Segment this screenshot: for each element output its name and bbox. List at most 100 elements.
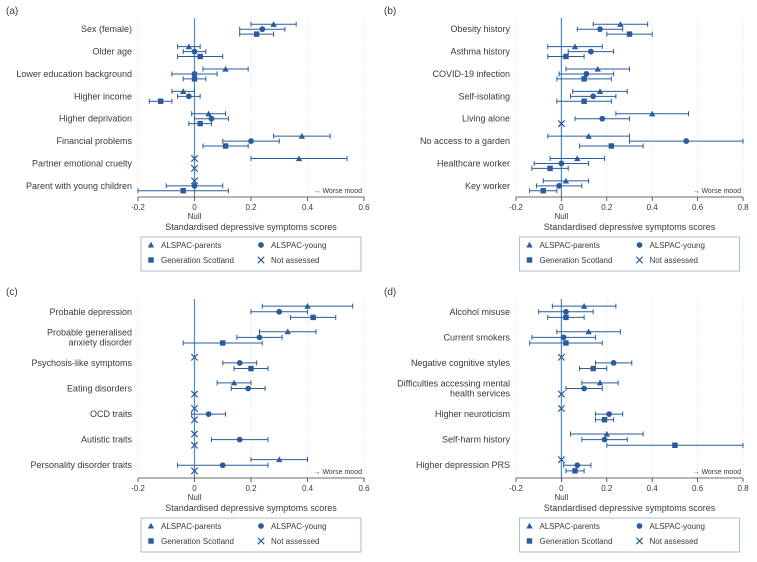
marker-square (581, 76, 586, 81)
legend-label: Not assessed (271, 537, 319, 546)
marker-circle (602, 437, 608, 443)
x-axis-title: Standardised depressive symptoms scores (544, 503, 716, 513)
marker-square (220, 340, 225, 345)
category-label: Obesity history (450, 24, 510, 34)
category-label: Financial problems (56, 136, 132, 146)
panel-letter: (b) (384, 6, 396, 17)
legend-label: ALSPAC-young (650, 522, 705, 531)
marker-circle (237, 360, 243, 366)
marker-square (180, 188, 185, 193)
marker-circle (599, 116, 605, 122)
worse-mood-annotation: → Worse mood (313, 188, 362, 195)
x-axis-title: Standardised depressive symptoms scores (165, 503, 337, 513)
legend-label: Not assessed (271, 256, 319, 265)
category-label: anxiety disorder (68, 337, 132, 347)
category-label: Probable depression (49, 307, 132, 317)
x-tick-label: -0.2 (131, 203, 145, 212)
marker-square (192, 76, 197, 81)
marker-circle (192, 183, 198, 189)
marker-square (609, 143, 614, 148)
panel-d: -0.200.20.40.60.8NullAlcohol misuseCurre… (378, 281, 757, 562)
marker-circle (248, 138, 254, 144)
marker-square (547, 166, 552, 171)
marker-square (541, 188, 546, 193)
category-label: Healthcare worker (437, 158, 510, 168)
panel-letter: (c) (6, 287, 18, 298)
marker-circle (258, 523, 264, 529)
figure-grid: -0.200.20.40.6NullSex (female)Older ageL… (0, 0, 757, 562)
marker-square (627, 31, 632, 36)
category-label: Parent with young children (26, 181, 132, 191)
category-label: Alcohol misuse (449, 307, 510, 317)
marker-square (563, 315, 568, 320)
category-label: Probable generalised (47, 327, 132, 337)
legend-label: ALSPAC-parents (540, 241, 600, 250)
marker-circle (563, 309, 569, 315)
marker-circle (245, 386, 251, 392)
category-label: COVID-19 infection (432, 69, 510, 79)
marker-square (563, 54, 568, 59)
x-tick-label: 0.6 (358, 203, 370, 212)
category-label: Negative cognitive styles (411, 358, 511, 368)
x-tick-label: 0.2 (245, 203, 257, 212)
marker-circle (220, 462, 226, 468)
x-tick-label: 0.4 (647, 203, 659, 212)
marker-circle (637, 523, 643, 529)
legend-label: Not assessed (650, 537, 698, 546)
x-axis-title: Standardised depressive symptoms scores (165, 222, 337, 232)
category-label: Asthma history (450, 47, 510, 57)
category-label: Self-harm history (442, 435, 511, 445)
category-label: Autistic traits (81, 435, 133, 445)
worse-mood-annotation: → Worse mood (692, 469, 741, 476)
legend-label: ALSPAC-young (650, 241, 705, 250)
marker-circle (559, 161, 565, 167)
category-label: OCD traits (90, 409, 133, 419)
marker-circle (637, 242, 643, 248)
legend-label: Generation Scotland (540, 537, 613, 546)
null-label: Null (188, 212, 202, 221)
legend-label: ALSPAC-young (271, 241, 326, 250)
category-label: Self-isolating (458, 91, 510, 101)
marker-circle (206, 411, 212, 417)
null-label: Null (555, 493, 569, 502)
marker-square (527, 538, 532, 543)
marker-circle (259, 26, 265, 32)
marker-square (197, 54, 202, 59)
x-axis-title: Standardised depressive symptoms scores (544, 222, 716, 232)
marker-circle (192, 49, 198, 55)
category-label: Older age (92, 47, 132, 57)
x-tick-label: 0.6 (358, 484, 370, 493)
marker-square (254, 31, 259, 36)
category-label: health services (450, 389, 511, 399)
marker-circle (588, 49, 594, 55)
panel-a: -0.200.20.40.6NullSex (female)Older ageL… (0, 0, 378, 281)
legend-label: ALSPAC-parents (161, 522, 221, 531)
category-label: Personality disorder traits (30, 460, 132, 470)
marker-circle (581, 386, 587, 392)
marker-square (148, 538, 153, 543)
x-tick-label: 0 (559, 484, 564, 493)
x-tick-label: 0 (559, 203, 564, 212)
category-label: Living alone (462, 114, 510, 124)
legend-label: ALSPAC-parents (161, 241, 221, 250)
legend-label: Generation Scotland (540, 256, 613, 265)
marker-square (602, 417, 607, 422)
panel-letter: (d) (384, 287, 396, 298)
legend-label: Generation Scotland (161, 256, 234, 265)
x-tick-label: 0.8 (737, 203, 749, 212)
x-tick-label: 0.6 (692, 484, 704, 493)
category-label: Key worker (465, 181, 510, 191)
marker-square (248, 366, 253, 371)
worse-mood-annotation: → Worse mood (692, 188, 741, 195)
worse-mood-annotation: → Worse mood (313, 469, 362, 476)
marker-circle (606, 411, 612, 417)
panel-b: -0.200.20.40.60.8NullObesity historyAsth… (378, 0, 757, 281)
null-label: Null (555, 212, 569, 221)
marker-circle (556, 183, 562, 189)
marker-circle (597, 26, 603, 32)
marker-circle (276, 309, 282, 315)
x-tick-label: -0.2 (131, 484, 145, 493)
legend-label: ALSPAC-young (271, 522, 326, 531)
x-tick-label: -0.2 (509, 484, 523, 493)
marker-square (572, 468, 577, 473)
